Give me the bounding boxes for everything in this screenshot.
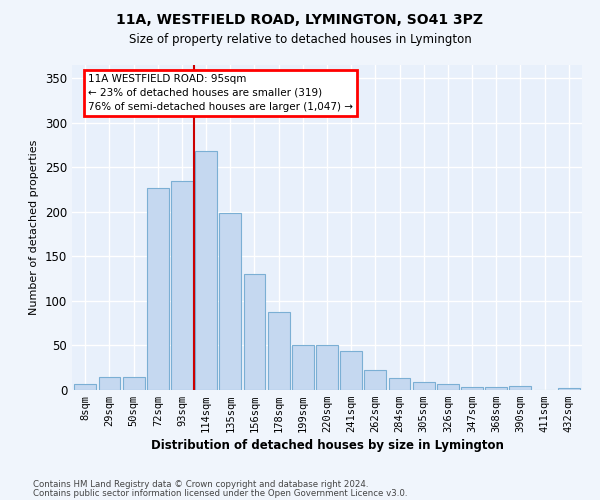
Text: Contains HM Land Registry data © Crown copyright and database right 2024.: Contains HM Land Registry data © Crown c… xyxy=(33,480,368,489)
Bar xyxy=(292,346,314,390)
Bar xyxy=(364,370,386,390)
Bar xyxy=(195,152,217,390)
Bar xyxy=(316,346,338,390)
Text: Contains public sector information licensed under the Open Government Licence v3: Contains public sector information licen… xyxy=(33,488,407,498)
Bar xyxy=(74,384,96,390)
Bar xyxy=(485,388,507,390)
Bar xyxy=(171,181,193,390)
Text: 11A, WESTFIELD ROAD, LYMINGTON, SO41 3PZ: 11A, WESTFIELD ROAD, LYMINGTON, SO41 3PZ xyxy=(116,12,484,26)
Bar xyxy=(123,376,145,390)
Y-axis label: Number of detached properties: Number of detached properties xyxy=(29,140,40,315)
Bar xyxy=(461,388,483,390)
Bar xyxy=(558,388,580,390)
Bar xyxy=(268,312,290,390)
Bar xyxy=(98,376,121,390)
X-axis label: Distribution of detached houses by size in Lymington: Distribution of detached houses by size … xyxy=(151,440,503,452)
Bar xyxy=(147,188,169,390)
Bar xyxy=(437,384,459,390)
Text: Size of property relative to detached houses in Lymington: Size of property relative to detached ho… xyxy=(128,32,472,46)
Bar xyxy=(220,213,241,390)
Bar xyxy=(413,382,434,390)
Bar xyxy=(340,351,362,390)
Text: 11A WESTFIELD ROAD: 95sqm
← 23% of detached houses are smaller (319)
76% of semi: 11A WESTFIELD ROAD: 95sqm ← 23% of detac… xyxy=(88,74,353,112)
Bar xyxy=(509,386,531,390)
Bar xyxy=(389,378,410,390)
Bar xyxy=(244,274,265,390)
